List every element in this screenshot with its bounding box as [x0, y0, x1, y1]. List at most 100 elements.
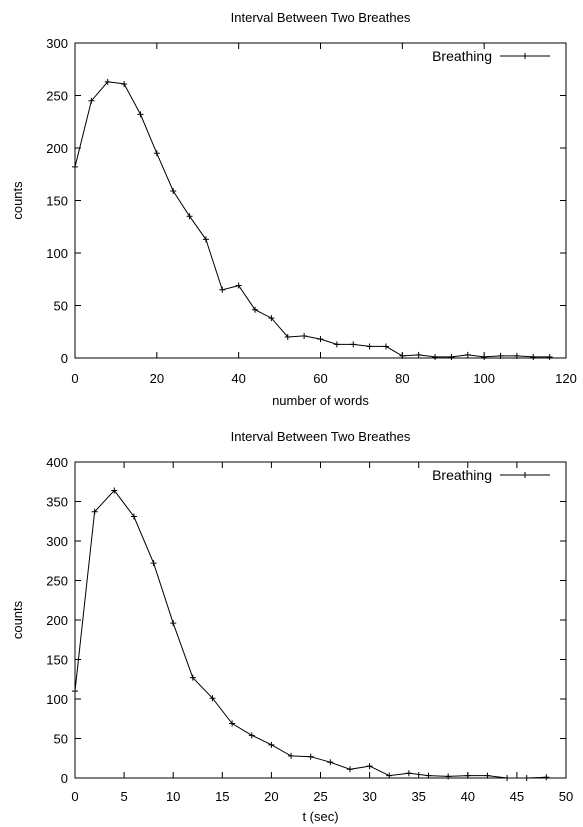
chart-1-data-point: [268, 741, 275, 748]
chart-1-x-tick-label: 40: [461, 789, 475, 804]
chart-0-x-axis-label: number of words: [272, 393, 369, 408]
chart-1-data-point: [405, 770, 412, 777]
chart-0-x-tick-label: 80: [395, 371, 409, 386]
chart-1-data-point: [523, 775, 530, 781]
chart-0-data-point: [448, 353, 455, 360]
chart-0-x-tick-label: 120: [555, 371, 577, 386]
chart-1-data-point: [386, 772, 393, 779]
chart-1-x-tick-label: 15: [215, 789, 229, 804]
chart-1-data-point: [209, 695, 216, 702]
chart-0-x-tick-label: 100: [473, 371, 495, 386]
chart-1-data-point: [543, 774, 550, 781]
chart-1-x-axis-label: t (sec): [302, 809, 338, 824]
chart-breathing-words: Interval Between Two Breathes 0 20 40 60 80 10…: [10, 10, 577, 408]
chart-0-data-point: [284, 334, 291, 340]
chart-0-data-point: [301, 332, 308, 339]
chart-0-data-point: [317, 336, 324, 343]
chart-1-data-point: [366, 763, 373, 770]
chart-0-data-point: [464, 351, 471, 358]
chart-0-data-point: [382, 343, 389, 350]
chart-0-data-point: [268, 315, 275, 322]
chart-1-data-point: [425, 772, 432, 779]
chart-0-data-point: [415, 351, 422, 358]
chart-0-data-point: [546, 353, 553, 360]
chart-1-y-tick-label: 400: [46, 455, 68, 470]
chart-1-y-tick-label: 350: [46, 495, 68, 510]
chart-1-y-tick-label: 50: [54, 732, 68, 747]
chart-1-data-point: [288, 752, 295, 759]
chart-1-data-point: [91, 508, 98, 515]
chart-0-data-point: [121, 80, 128, 87]
chart-0-series-line: [74, 81, 550, 358]
chart-0-data-point: [186, 213, 193, 220]
chart-1-data-point: [307, 753, 314, 760]
chart-1-y-tick-label: 250: [46, 574, 68, 589]
chart-0-data-point: [72, 163, 78, 170]
chart-0-data-point: [497, 352, 504, 359]
chart-1-plot-frame: [74, 461, 567, 779]
chart-0-y-tick-label: 50: [54, 299, 68, 314]
chart-1-title: Interval Between Two Breathes: [231, 429, 411, 444]
chart-1-y-tick-label: 300: [46, 534, 68, 549]
chart-1-y-tick-label: 0: [61, 771, 68, 786]
chart-0-y-axis-label: counts: [10, 181, 25, 220]
chart-1-x-tick-label: 35: [411, 789, 425, 804]
chart-1-x-tick-label: 5: [120, 789, 127, 804]
chart-1-x-tick-label: 20: [264, 789, 278, 804]
chart-1-data-point: [189, 674, 196, 681]
chart-1-data-point: [346, 766, 353, 773]
chart-0-legend-label: Breathing: [432, 48, 492, 64]
chart-0-data-point: [153, 150, 160, 157]
chart-0-y-tick-label: 150: [46, 194, 68, 209]
chart-1-data-point: [111, 487, 118, 494]
chart-0-data-point: [219, 286, 226, 293]
chart-0-x-tick-label: 40: [231, 371, 245, 386]
chart-0-data-point: [170, 188, 177, 195]
chart-1-y-tick-label: 100: [46, 692, 68, 707]
chart-1-data-point: [229, 720, 236, 727]
chart-1-x-tick-label: 45: [510, 789, 524, 804]
chart-1-data-point: [72, 688, 78, 695]
chart-0-data-point: [137, 111, 144, 118]
chart-1-data-point: [445, 773, 452, 780]
chart-1-y-tick-label: 150: [46, 653, 68, 668]
chart-0-data-point: [235, 282, 242, 289]
chart-0-x-tick-label: 0: [71, 371, 78, 386]
chart-0-data-point: [366, 343, 373, 350]
chart-0-data-point: [350, 341, 357, 348]
chart-0-data-point: [104, 78, 111, 85]
chart-0-data-point: [333, 341, 340, 348]
chart-1-data-point: [484, 772, 491, 779]
chart-1-x-tick-label: 50: [559, 789, 573, 804]
chart-0-data-point: [530, 353, 537, 360]
chart-0-y-tick-label: 100: [46, 246, 68, 261]
chart-0-y-tick-label: 0: [61, 351, 68, 366]
chart-1-data-point: [130, 513, 137, 520]
chart-0-x-tick-label: 60: [313, 371, 327, 386]
chart-0-data-point: [481, 353, 488, 360]
chart-0-y-tick-label: 250: [46, 89, 68, 104]
chart-0-y-tick-label: 300: [46, 36, 68, 51]
chart-1-legend-label: Breathing: [432, 467, 492, 483]
chart-1-y-tick-label: 200: [46, 613, 68, 628]
chart-breathing-seconds: Interval Between Two Breathes 0 5 10 15 20 25 3…: [10, 429, 573, 824]
chart-1-series-line: [74, 489, 547, 779]
chart-0-legend-marker: [522, 53, 528, 59]
chart-1-x-tick-label: 25: [313, 789, 327, 804]
chart-0-data-point: [399, 352, 406, 359]
chart-1-data-point: [248, 732, 255, 739]
chart-1-data-point: [504, 775, 511, 781]
chart-1-data-point: [170, 620, 177, 627]
chart-1-legend-marker: [522, 472, 528, 478]
chart-1-data-point: [464, 772, 471, 779]
chart-1-x-tick-label: 10: [166, 789, 180, 804]
chart-1-x-tick-label: 0: [71, 789, 78, 804]
chart-0-title: Interval Between Two Breathes: [231, 10, 411, 25]
chart-0-data-point: [252, 306, 259, 313]
chart-1-y-axis-label: counts: [10, 600, 25, 639]
chart-0-data-point: [513, 352, 520, 359]
chart-0-data-point: [88, 97, 95, 104]
chart-1-data-point: [150, 560, 157, 567]
chart-1-data-point: [327, 759, 334, 766]
